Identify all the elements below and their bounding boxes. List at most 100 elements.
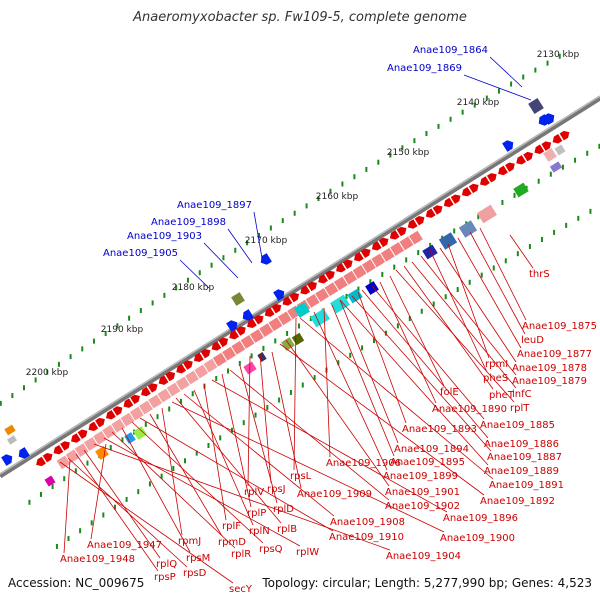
rna-feature[interactable] xyxy=(315,288,329,302)
inner-gene-label[interactable]: Anae109_1893 xyxy=(402,424,477,435)
gene-feature[interactable] xyxy=(334,262,346,275)
gene-feature[interactable] xyxy=(532,144,545,157)
rna-feature[interactable] xyxy=(231,340,246,355)
inner-gene-label[interactable]: rpsD xyxy=(183,568,207,579)
gene-feature[interactable] xyxy=(458,220,478,238)
gene-feature[interactable] xyxy=(280,296,293,308)
inner-gene-label[interactable]: rplW xyxy=(296,547,319,558)
rna-feature[interactable] xyxy=(166,382,181,397)
gene-feature[interactable] xyxy=(157,375,169,387)
inner-gene-label[interactable]: rplP xyxy=(247,508,266,519)
gene-feature[interactable] xyxy=(543,111,557,125)
gene-feature[interactable] xyxy=(325,268,337,281)
gene-feature[interactable] xyxy=(273,287,287,301)
inner-gene-label[interactable]: secY xyxy=(229,584,253,595)
gene-feature[interactable] xyxy=(271,302,284,314)
outer-gene-label[interactable]: Anae109_1864 xyxy=(413,45,488,56)
rna-feature[interactable] xyxy=(380,247,395,262)
gene-feature[interactable] xyxy=(51,444,64,457)
inner-gene-label[interactable]: Anae109_1904 xyxy=(386,551,461,562)
inner-gene-label[interactable]: rplB xyxy=(277,524,297,535)
rna-feature[interactable] xyxy=(157,388,172,403)
rna-feature[interactable] xyxy=(352,265,367,279)
inner-gene-label[interactable]: rpsL xyxy=(290,471,312,482)
gene-feature[interactable] xyxy=(559,129,572,141)
gene-feature[interactable] xyxy=(460,186,472,199)
gene-feature[interactable] xyxy=(16,447,30,461)
gene-feature[interactable] xyxy=(422,244,438,260)
gene-feature[interactable] xyxy=(514,155,527,167)
inner-gene-label[interactable]: Anae109_1887 xyxy=(487,452,562,463)
gene-feature[interactable] xyxy=(121,398,134,410)
gene-feature[interactable] xyxy=(307,280,319,292)
inner-gene-label[interactable]: Anae109_1900 xyxy=(440,533,515,544)
gene-feature[interactable] xyxy=(523,150,535,162)
inner-gene-label[interactable]: rplF xyxy=(222,521,241,532)
inner-gene-label[interactable]: Anae109_1886 xyxy=(484,439,559,450)
rna-feature[interactable] xyxy=(93,430,107,445)
rna-feature[interactable] xyxy=(203,358,218,373)
inner-gene-label[interactable]: Anae109_1908 xyxy=(330,517,405,528)
rna-feature[interactable] xyxy=(74,443,89,457)
inner-gene-label[interactable]: Anae109_1889 xyxy=(484,466,559,477)
rna-feature[interactable] xyxy=(409,230,423,245)
rna-feature[interactable] xyxy=(249,329,264,343)
inner-gene-label[interactable]: Anae109_1906 xyxy=(326,458,401,469)
gene-feature[interactable] xyxy=(477,204,497,224)
gene-feature[interactable] xyxy=(139,386,151,399)
rna-feature[interactable] xyxy=(277,311,292,326)
gene-feature[interactable] xyxy=(209,341,222,353)
gene-feature[interactable] xyxy=(258,253,272,267)
inner-gene-label[interactable]: Anae109_1909 xyxy=(297,489,372,500)
inner-gene-label[interactable]: pheT xyxy=(489,390,515,401)
gene-feature[interactable] xyxy=(432,203,445,215)
rna-feature[interactable] xyxy=(175,376,190,391)
gene-feature[interactable] xyxy=(289,291,301,303)
inner-gene-label[interactable]: Anae109_1899 xyxy=(383,471,458,482)
rna-feature[interactable] xyxy=(399,236,414,251)
gene-feature[interactable] xyxy=(34,456,46,469)
gene-feature[interactable] xyxy=(388,230,400,242)
rna-feature[interactable] xyxy=(343,270,358,285)
rna-feature[interactable] xyxy=(305,293,320,308)
rna-feature[interactable] xyxy=(333,276,348,291)
gene-feature[interactable] xyxy=(192,352,204,365)
gene-feature[interactable] xyxy=(450,192,463,204)
rna-feature[interactable] xyxy=(324,282,339,297)
gene-feature[interactable] xyxy=(478,176,490,188)
gene-feature[interactable] xyxy=(438,232,458,250)
gene-feature[interactable] xyxy=(406,219,418,231)
gene-feature[interactable] xyxy=(182,358,195,370)
gene-feature[interactable] xyxy=(554,144,566,156)
gene-feature[interactable] xyxy=(263,307,275,319)
gene-feature[interactable] xyxy=(42,451,55,463)
inner-gene-label[interactable]: folE xyxy=(440,387,459,398)
rna-feature[interactable] xyxy=(371,253,386,268)
inner-gene-label[interactable]: Anae109_1910 xyxy=(329,532,404,543)
outer-gene-label[interactable]: Anae109_1898 xyxy=(151,217,226,228)
gene-feature[interactable] xyxy=(330,294,350,314)
rna-feature[interactable] xyxy=(194,364,209,379)
gene-feature[interactable] xyxy=(496,165,508,178)
inner-gene-label[interactable]: rpsJ xyxy=(267,484,286,495)
outer-gene-label[interactable]: Anae109_1905 xyxy=(103,248,178,259)
inner-gene-label[interactable]: rplQ xyxy=(156,559,177,570)
gene-feature[interactable] xyxy=(549,161,563,173)
inner-gene-label[interactable]: rpsM xyxy=(186,553,210,564)
inner-gene-label[interactable]: rpsP xyxy=(154,572,176,583)
rna-feature[interactable] xyxy=(148,394,163,409)
inner-gene-label[interactable]: Anae109_1948 xyxy=(60,554,135,565)
outer-gene-label[interactable]: Anae109_1897 xyxy=(177,200,252,211)
inner-gene-label[interactable]: Anae109_1891 xyxy=(489,480,564,491)
gene-feature[interactable] xyxy=(513,182,529,198)
gene-feature[interactable] xyxy=(112,404,125,416)
inner-gene-label[interactable]: Anae109_1896 xyxy=(443,513,518,524)
rna-feature[interactable] xyxy=(111,418,126,433)
gene-feature[interactable] xyxy=(378,236,391,248)
gene-feature[interactable] xyxy=(1,452,15,466)
inner-gene-label[interactable]: Anae109_1875 xyxy=(522,321,597,332)
rna-feature[interactable] xyxy=(240,334,255,349)
gene-feature[interactable] xyxy=(124,432,136,444)
gene-feature[interactable] xyxy=(543,148,557,162)
